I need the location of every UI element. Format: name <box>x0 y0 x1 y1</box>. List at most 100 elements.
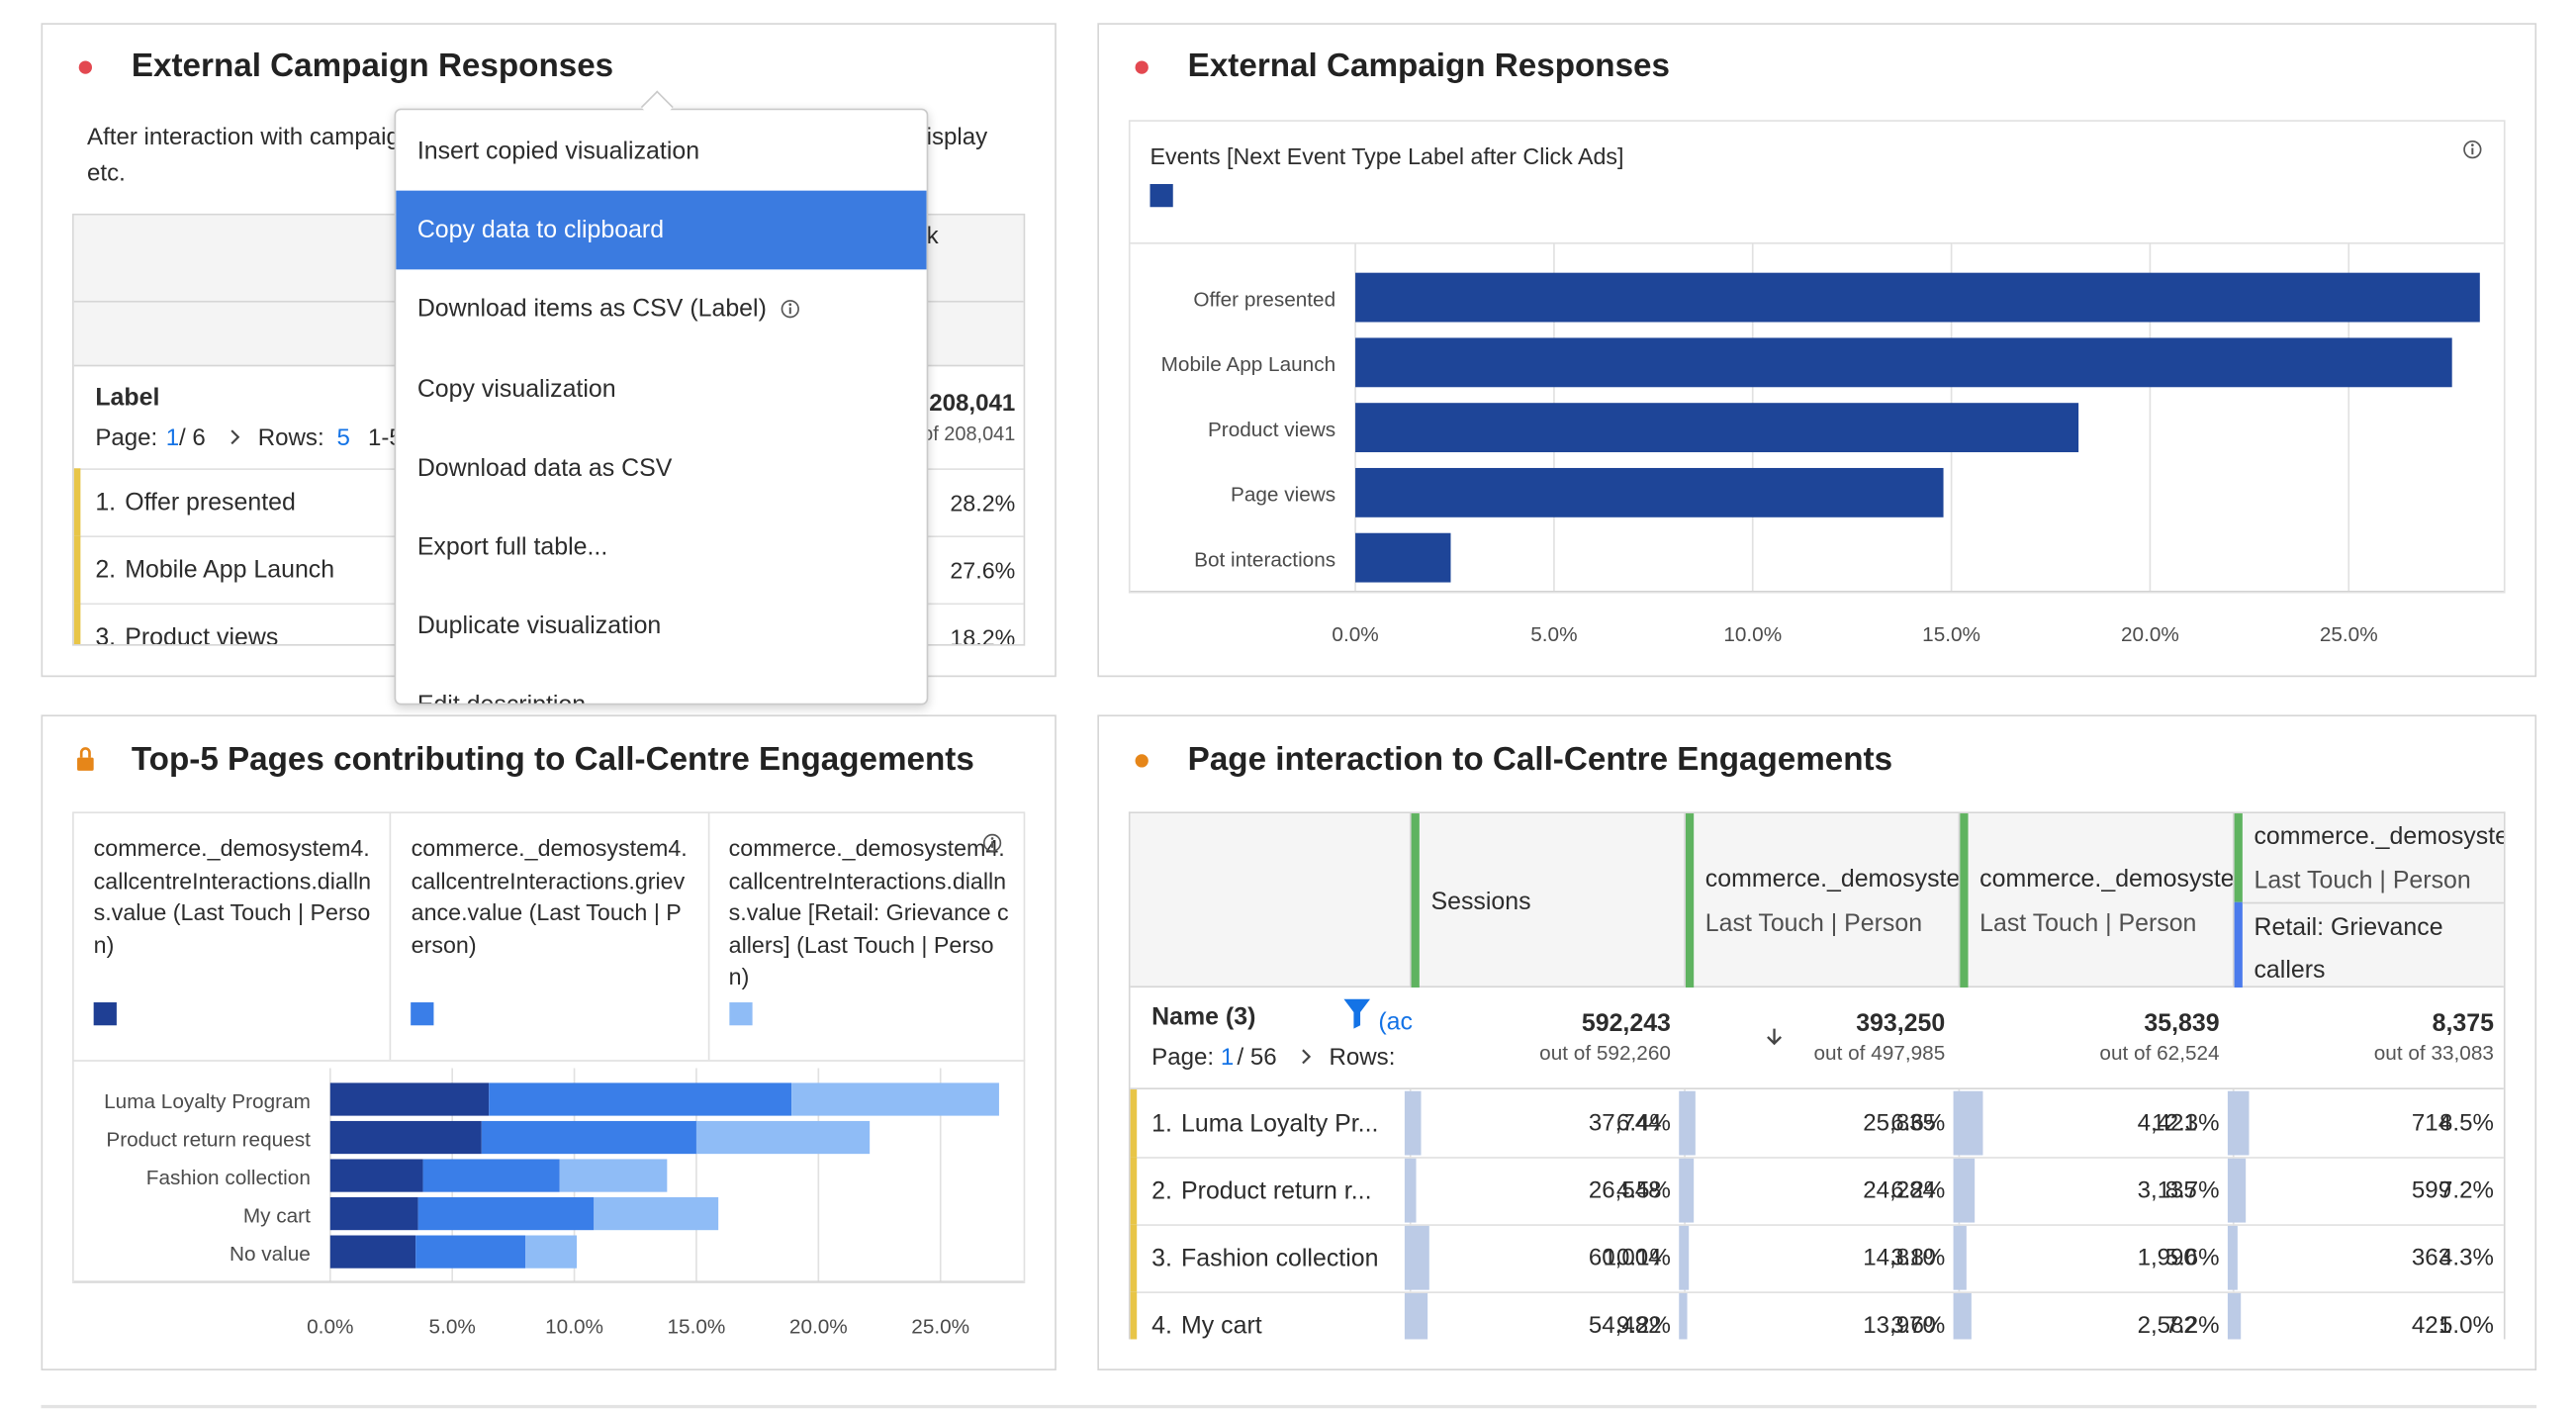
label: Sessions <box>1430 888 1531 916</box>
column-header: commerce._demosyste Last Touch | Person Re… <box>2232 813 2506 988</box>
bar-segment <box>594 1196 719 1231</box>
legend-swatch <box>728 1002 752 1026</box>
x-tick-label: 25.0% <box>2320 623 2378 646</box>
label: 4. <box>1151 1312 1172 1340</box>
label: 1. <box>1151 1109 1172 1139</box>
label: 4,421 <box>2137 1110 2197 1138</box>
y-tick-label: Bot interactions <box>1194 548 1335 571</box>
label: 599 <box>2411 1177 2452 1205</box>
chevron <box>1302 1049 1312 1065</box>
y-tick-label: Product return request <box>106 1128 311 1151</box>
menu-item[interactable]: Edit description <box>417 692 586 704</box>
row-marker <box>1130 1224 1138 1292</box>
row-divider <box>1130 1224 2504 1226</box>
label: k <box>926 223 939 250</box>
label: 393,250 <box>1856 1009 1946 1038</box>
label: 4.3% <box>2439 1245 2494 1272</box>
legend-label: commerce._demosystem4.callcentreInteract… <box>93 834 372 958</box>
label: 8.5% <box>2439 1110 2494 1138</box>
label: 6.2% <box>1890 1177 1946 1205</box>
label: 8.7% <box>2164 1177 2220 1205</box>
label: 3. <box>95 623 117 646</box>
menu-item[interactable]: Export full table... <box>416 532 608 562</box>
column-header: commerce._demosyste Last Touch | Person <box>1684 813 1959 988</box>
legend-divider <box>390 811 392 1061</box>
x-tick-label: 20.0% <box>2121 623 2179 646</box>
y-tick-label: My cart <box>243 1204 311 1227</box>
label: 8,375 <box>2432 1009 2494 1038</box>
percent-bar <box>2227 1225 2239 1290</box>
percent-bar <box>1953 1090 1984 1156</box>
label: Rows: <box>1329 1045 1396 1072</box>
chart-title: Events [Next Event Type Label after Clic… <box>1150 142 1624 170</box>
label: Mobile App Launch <box>125 556 335 585</box>
bar-segment <box>329 1159 423 1192</box>
column-header: Sessions <box>1409 813 1684 988</box>
status-dot <box>1135 60 1149 74</box>
label: commerce._demosyste <box>2254 822 2506 851</box>
label: commerce._demosyste <box>1979 865 2233 893</box>
label: 714 <box>2411 1110 2452 1138</box>
info-icon[interactable] <box>781 300 800 320</box>
label: Fashion collection <box>1181 1244 1379 1273</box>
label: commerce._demosyste <box>1704 865 1959 893</box>
label: 18.2% <box>950 624 1016 646</box>
label[interactable]: (ac <box>1378 1007 1413 1037</box>
label: 1,990 <box>2137 1245 2197 1272</box>
label: 1. <box>95 489 117 517</box>
menu-item[interactable]: Copy visualization <box>416 374 616 404</box>
table-header <box>1130 813 2504 988</box>
y-tick-label: Offer presented <box>1193 288 1335 311</box>
label: Last Touch | Person <box>1704 909 1923 938</box>
menu-item[interactable]: Download data as CSV <box>416 453 673 483</box>
label: 363 <box>2411 1245 2452 1272</box>
bar-segment <box>415 1235 526 1269</box>
menu-item[interactable]: Duplicate visualization <box>416 611 662 641</box>
menu-item[interactable]: Insert copied visualization <box>416 137 700 165</box>
segment-label: Retail: Grievance callers <box>2254 913 2443 985</box>
label[interactable]: 5 <box>336 425 350 452</box>
label: Product views <box>125 623 279 646</box>
description: After interaction with campaig <box>87 125 400 151</box>
bar <box>1355 337 2452 388</box>
bar-segment <box>525 1235 578 1269</box>
percent-bar <box>2227 1292 2241 1340</box>
x-tick-label: 25.0% <box>911 1315 969 1338</box>
menu-item[interactable]: Download items as CSV (Label) <box>416 295 767 324</box>
y-tick-label: Fashion collection <box>146 1167 311 1189</box>
bar-segment <box>559 1159 668 1192</box>
info-icon[interactable] <box>2462 140 2482 159</box>
legend-swatch <box>93 1002 117 1026</box>
bar <box>1355 467 1944 517</box>
menu-highlight <box>396 190 927 270</box>
y-tick-label: Page views <box>1231 484 1335 507</box>
percent-bar <box>1404 1225 1430 1290</box>
bar <box>1355 272 2480 323</box>
label: 3.6% <box>1890 1312 1946 1340</box>
row-marker <box>1130 1157 1138 1225</box>
label: Name (3) <box>1151 1002 1256 1032</box>
label: My cart <box>1181 1312 1262 1340</box>
row-divider <box>1130 1291 2504 1293</box>
x-tick-label: 10.0% <box>1723 623 1782 646</box>
label: 35,839 <box>2144 1009 2220 1038</box>
row-marker <box>73 468 81 536</box>
row-marker <box>73 535 81 604</box>
panel-title: Top-5 Pages contributing to Call-Centre … <box>131 741 974 779</box>
legend-label: commerce._demosystem4.callcentreInteract… <box>728 834 1009 989</box>
label: out of 497,985 <box>1813 1041 1946 1066</box>
label: Page: <box>1151 1045 1215 1072</box>
label[interactable]: 1 <box>165 425 180 452</box>
label[interactable]: 1 <box>1220 1045 1235 1072</box>
x-tick-label: 15.0% <box>1922 623 1980 646</box>
info-icon[interactable] <box>982 833 1002 853</box>
percent-bar <box>1953 1292 1972 1340</box>
label: 9.2% <box>1616 1312 1671 1340</box>
menu-item[interactable]: Copy data to clipboard <box>416 216 665 244</box>
label: 27.6% <box>950 556 1016 584</box>
label: 592,243 <box>1581 1009 1671 1038</box>
label: out of 33,083 <box>2373 1041 2494 1066</box>
label: out of 62,524 <box>2099 1041 2220 1066</box>
